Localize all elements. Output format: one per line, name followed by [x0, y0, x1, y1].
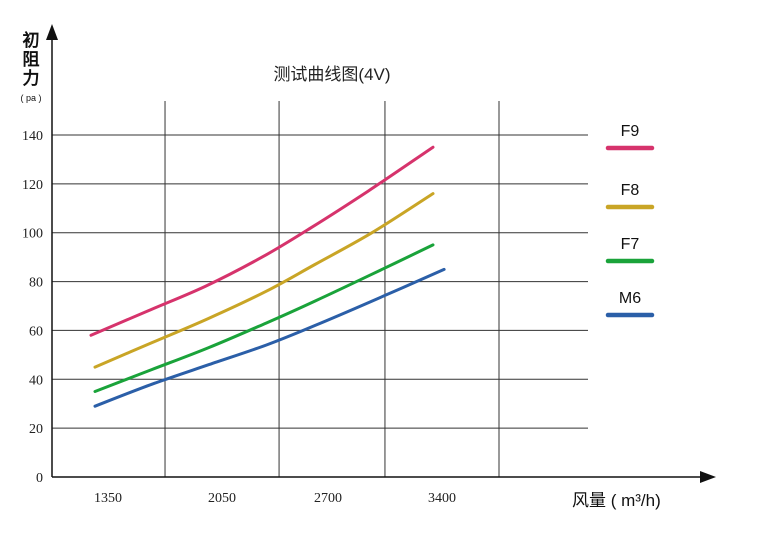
x-tick-label: 1350: [94, 491, 122, 506]
x-axis-arrow: [700, 471, 716, 483]
series-line-f7: [93, 243, 435, 393]
y-axis-unit: ( pa ): [20, 93, 41, 103]
axes: [46, 24, 716, 483]
legend-label-m6: M6: [619, 290, 641, 307]
legend-label-f7: F7: [621, 236, 640, 253]
y-axis-label-char-2: 阻: [23, 50, 40, 69]
y-axis-label-char-3: 力: [23, 68, 40, 88]
series-line-f8: [93, 192, 435, 369]
x-tick-label: 2050: [208, 491, 236, 506]
y-tick-label: 60: [29, 324, 43, 339]
y-tick-label: 120: [22, 178, 43, 193]
x-tick-label: 2700: [314, 491, 342, 506]
y-tick-label: 40: [29, 373, 43, 388]
y-axis-arrow: [46, 24, 58, 40]
legend-label-f8: F8: [621, 182, 640, 199]
y-tick-label: 0: [36, 471, 43, 486]
x-tick-label: 3400: [428, 491, 456, 506]
legend-label-f9: F9: [621, 123, 640, 140]
y-tick-label: 20: [29, 422, 43, 437]
series-line-f9: [89, 145, 435, 337]
y-axis-label-char-1: 初: [23, 30, 40, 50]
y-tick-label: 100: [22, 227, 43, 242]
y-tick-label: 80: [29, 276, 43, 291]
tick-labels: 0 20 40 60 80 100 120 140 1350 2050 2700 3400: [22, 129, 456, 506]
series-line-m6: [93, 267, 446, 408]
series-lines: [89, 145, 446, 408]
grid: [52, 101, 588, 477]
x-axis-label: 风量 ( m³/h): [572, 491, 661, 510]
y-tick-label: 140: [22, 129, 43, 144]
legend: F9 F8 F7 M6: [605, 123, 655, 318]
chart-title: 测试曲线图(4V): [273, 65, 390, 84]
